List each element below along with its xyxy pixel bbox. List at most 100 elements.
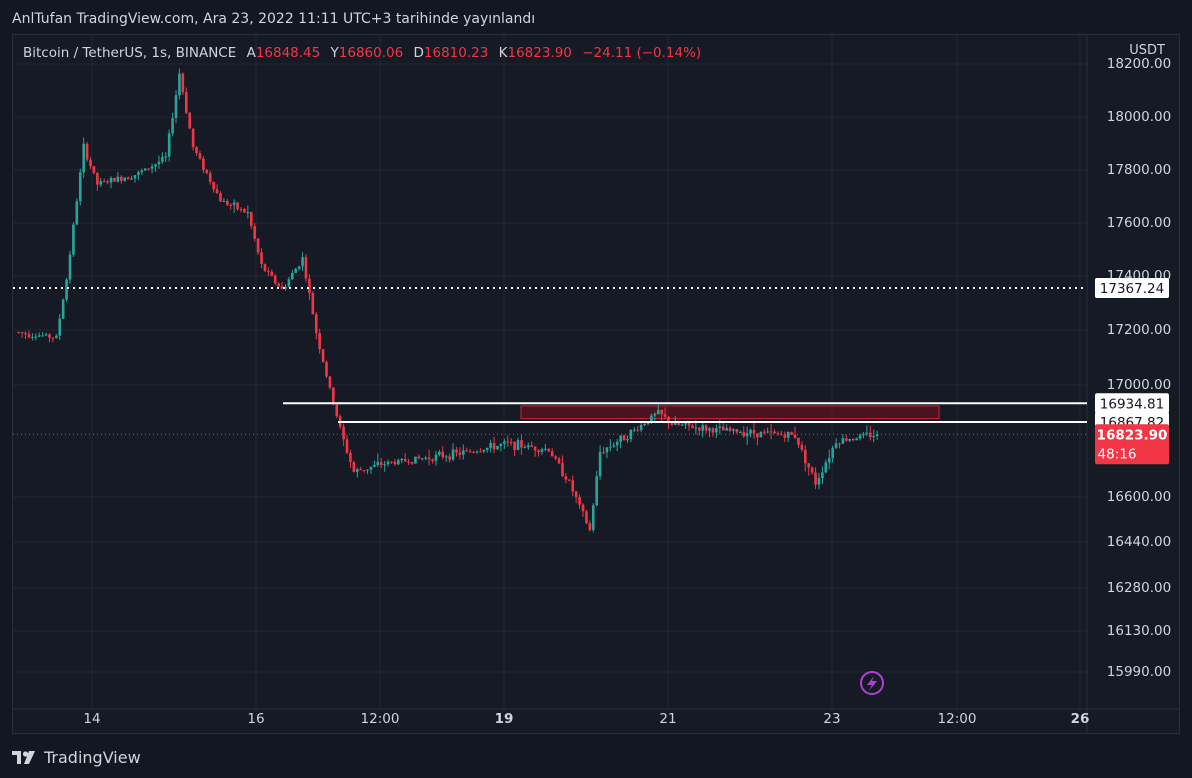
candle-body xyxy=(414,456,417,464)
candle-body xyxy=(578,497,581,505)
candle-body xyxy=(455,449,458,453)
candle-body xyxy=(137,172,140,176)
price-tick-label: 16600.00 xyxy=(1107,489,1171,505)
candle-body xyxy=(226,200,229,205)
candle-body xyxy=(297,266,301,269)
candle-body xyxy=(198,153,202,159)
candle-body xyxy=(407,461,410,463)
candle-body xyxy=(167,133,171,157)
candle-body xyxy=(612,445,616,447)
candle-body xyxy=(848,439,852,441)
price-tick-label: 16440.00 xyxy=(1107,534,1171,550)
candle-body xyxy=(684,422,687,425)
candle-body xyxy=(749,429,752,434)
candle-body xyxy=(776,433,780,435)
candle-body xyxy=(804,449,807,464)
candle-body xyxy=(270,271,274,276)
candle-body xyxy=(379,462,383,465)
candle-body xyxy=(711,428,715,433)
candle-body xyxy=(701,425,704,431)
candle-body xyxy=(687,422,691,426)
candle-body xyxy=(482,449,486,452)
symbol-name[interactable]: Bitcoin / TetherUS, 1s, BINANCE xyxy=(23,45,237,61)
candle-body xyxy=(458,452,462,455)
candle-body xyxy=(178,73,181,96)
candle-body xyxy=(420,458,424,460)
candle-body xyxy=(615,441,619,446)
candle-body xyxy=(680,424,684,426)
high-value: 16860.06 xyxy=(338,45,404,61)
close-label: K xyxy=(498,45,508,61)
candle-body xyxy=(133,175,137,179)
candle-body xyxy=(318,333,321,350)
candle-body xyxy=(728,427,732,431)
candle-body xyxy=(215,189,219,194)
candle-body xyxy=(126,177,130,180)
candle-body xyxy=(605,447,609,453)
candle-body xyxy=(694,427,698,429)
candle-body xyxy=(164,156,168,158)
candle-body xyxy=(383,464,386,466)
candle-body xyxy=(530,445,533,447)
candle-body xyxy=(256,238,260,253)
low-label: D xyxy=(413,45,424,61)
candle-body xyxy=(37,335,41,337)
candle-body xyxy=(479,451,482,453)
candle-body xyxy=(246,212,250,214)
chart-pane[interactable]: 18200.00 18000.00 17800.00 17600.00 17400.00… xyxy=(12,34,1180,734)
candle-body xyxy=(595,476,598,506)
candle-body xyxy=(96,172,99,185)
candle-body xyxy=(650,415,653,424)
candle-body xyxy=(41,335,44,337)
brand-name: TradingView xyxy=(44,747,141,767)
candle-body xyxy=(619,435,622,442)
currency-label[interactable]: USDT xyxy=(1129,43,1165,58)
candle-body xyxy=(797,437,800,445)
candle-body xyxy=(609,446,612,448)
candle-body xyxy=(51,337,55,339)
time-tick-label: 23 xyxy=(823,711,840,727)
candle-body xyxy=(222,200,226,202)
candle-body xyxy=(143,168,147,171)
candle-body xyxy=(496,445,499,450)
candle-body xyxy=(865,432,869,435)
price-tick-label: 18000.00 xyxy=(1107,109,1171,125)
candle-body xyxy=(301,257,304,267)
candle-body xyxy=(85,143,89,160)
candle-body xyxy=(868,432,872,438)
candle-body xyxy=(325,361,328,377)
price-tick-label: 16130.00 xyxy=(1107,623,1171,639)
candle-body xyxy=(660,409,663,415)
candle-body xyxy=(465,450,469,452)
candle-body xyxy=(34,336,38,338)
time-tick-label: 26 xyxy=(1071,711,1090,727)
candle-body xyxy=(783,434,787,438)
candle-body xyxy=(626,439,629,441)
candle-body xyxy=(598,452,602,477)
candle-body xyxy=(386,461,390,465)
candle-body xyxy=(157,161,161,165)
price-chart[interactable]: 18200.0018000.0017800.0017600.0017400.00… xyxy=(13,35,1179,733)
price-level-box xyxy=(1095,277,1169,298)
high-label: Y xyxy=(330,45,339,61)
candle-body xyxy=(513,442,516,450)
candle-body xyxy=(462,450,465,455)
candle-body xyxy=(814,472,817,485)
candle-body xyxy=(639,425,643,430)
candle-body xyxy=(585,511,588,524)
candle-body xyxy=(588,523,592,531)
candle-body xyxy=(831,447,834,459)
candle-body xyxy=(858,435,862,439)
candle-body xyxy=(721,426,725,431)
candle-body xyxy=(653,413,657,416)
candle-body xyxy=(475,451,479,453)
candle-body xyxy=(277,283,280,287)
candle-body xyxy=(824,462,828,473)
candle-body xyxy=(397,460,400,465)
candle-body xyxy=(704,425,708,431)
price-tick-label: 17200.00 xyxy=(1107,322,1171,338)
candle-body xyxy=(697,427,701,431)
candle-body xyxy=(851,439,855,441)
candle-body xyxy=(294,268,298,273)
candle-body xyxy=(677,421,681,425)
